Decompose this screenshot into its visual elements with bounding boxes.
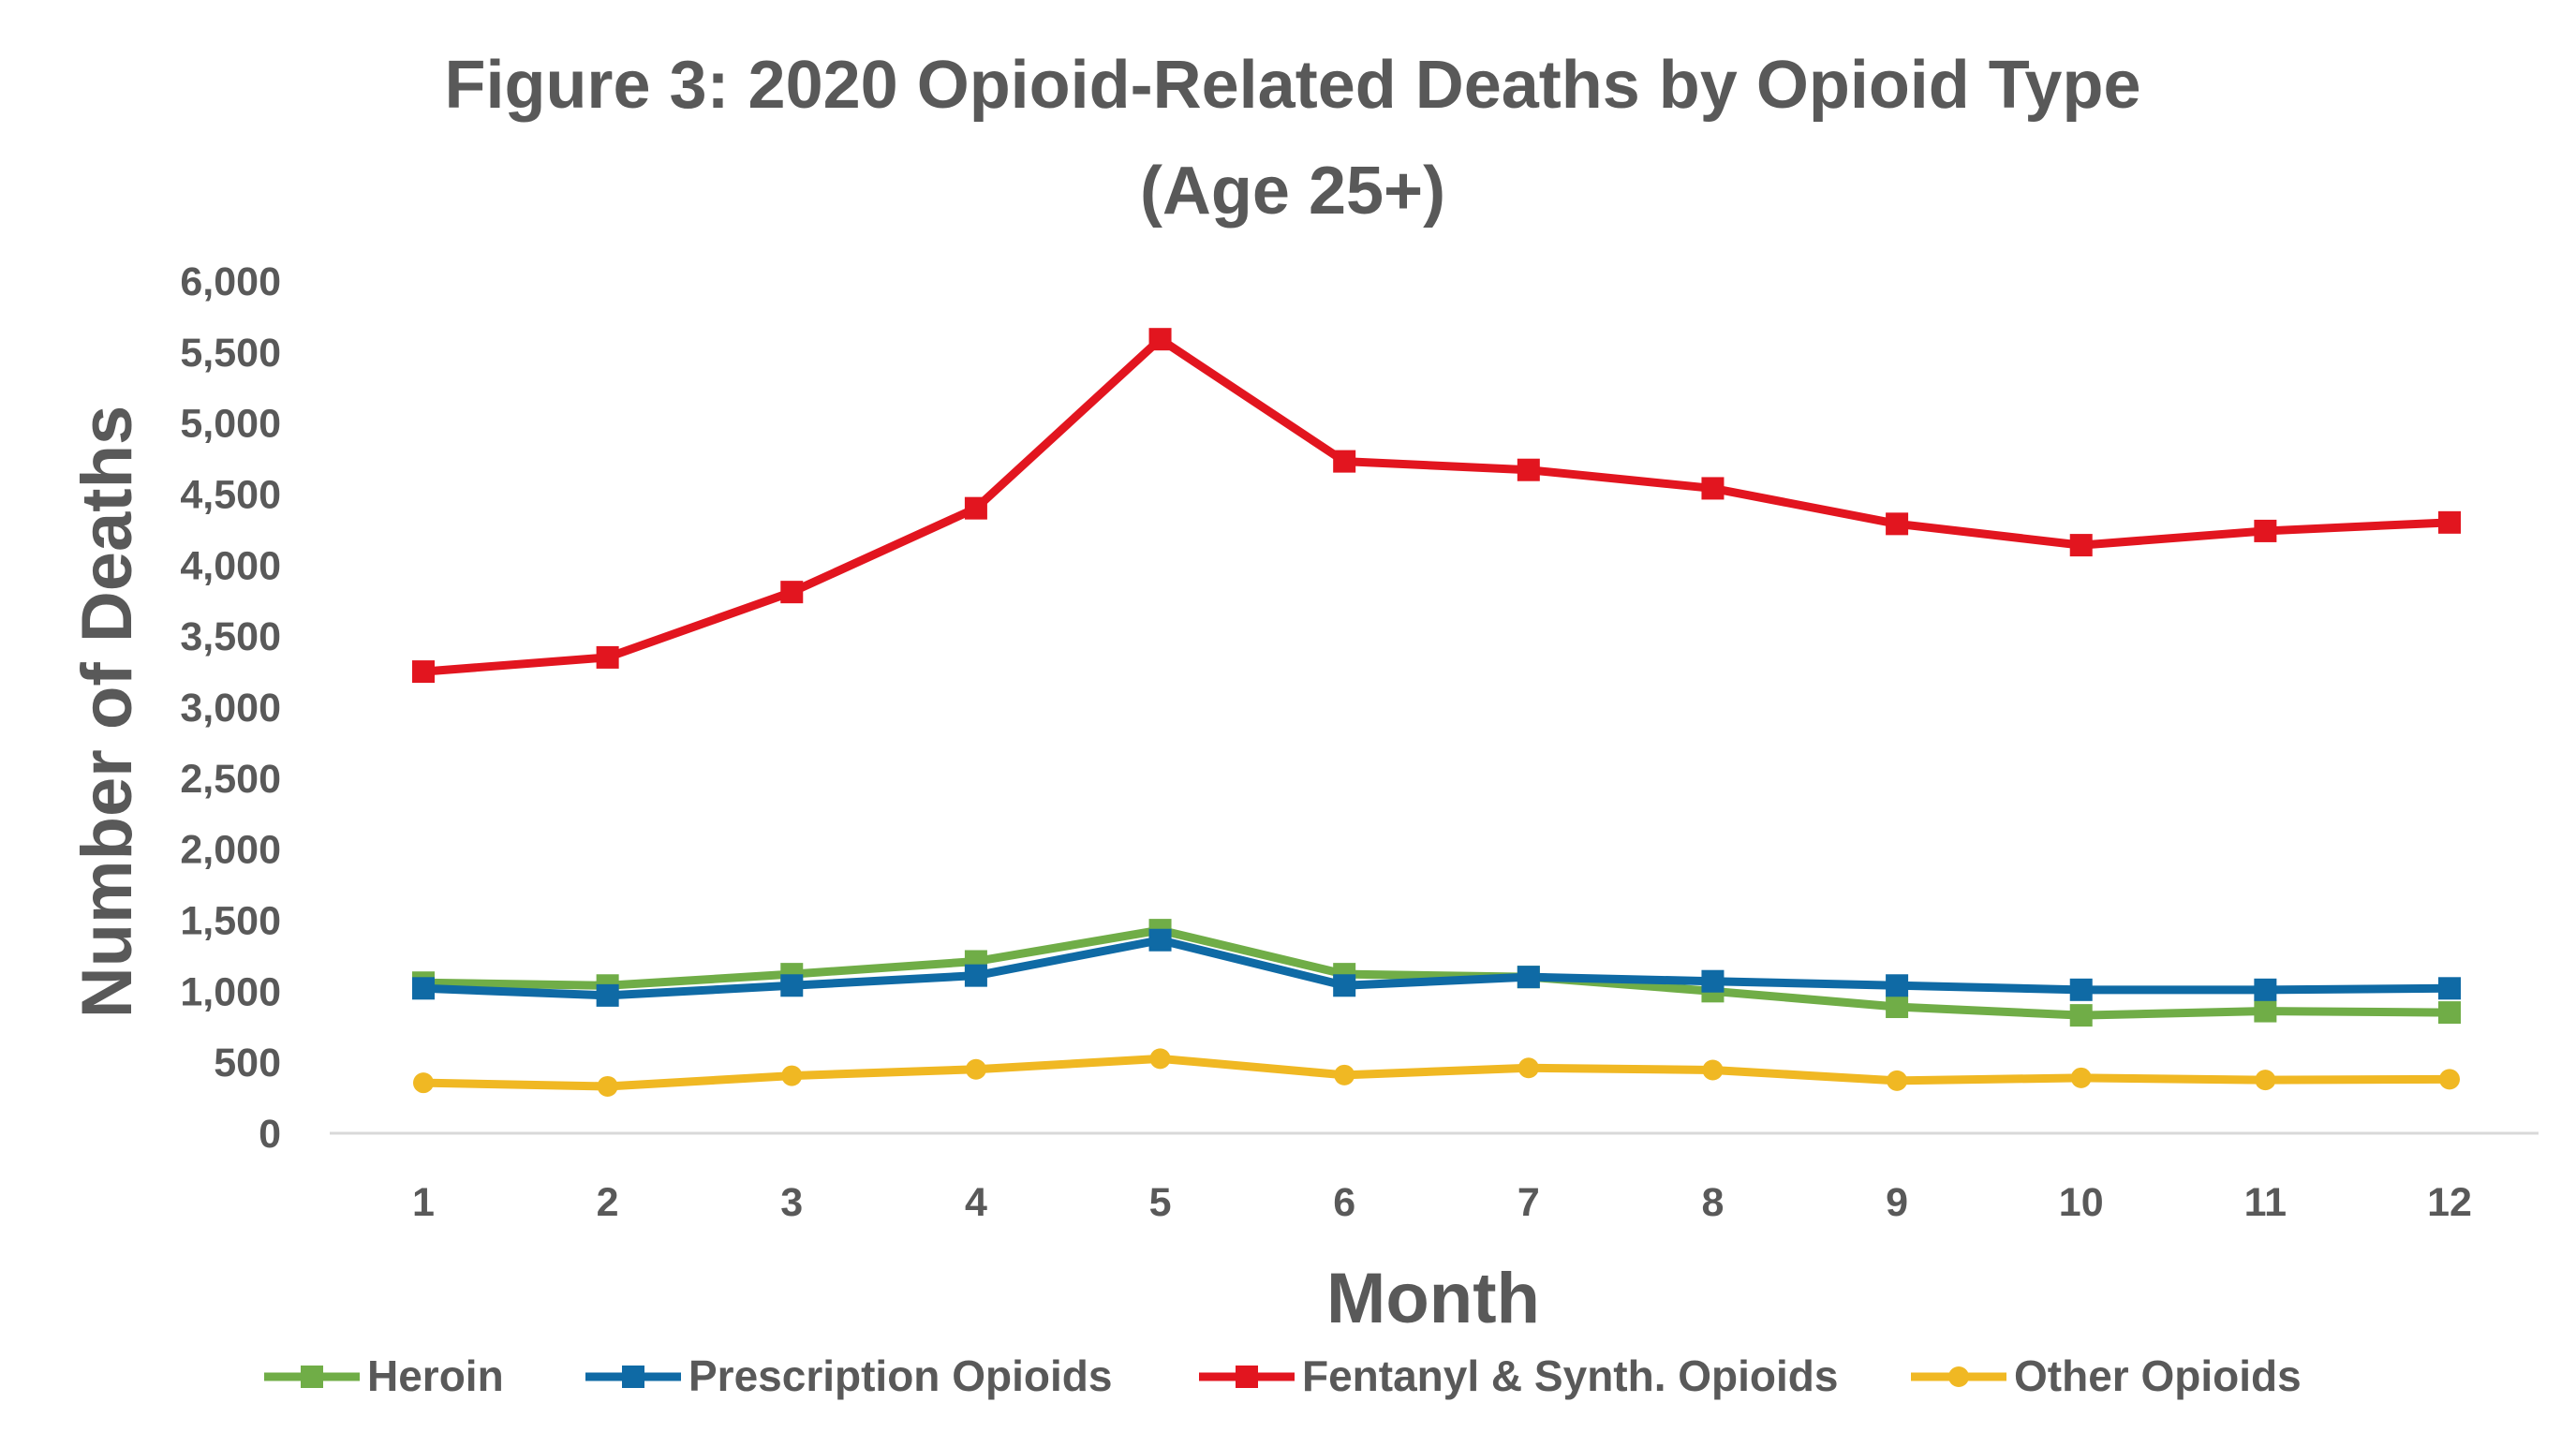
legend-item-fentanyl-synth-opioids: Fentanyl & Synth. Opioids xyxy=(1199,1351,1838,1400)
data-point xyxy=(2254,519,2277,542)
data-point xyxy=(964,964,987,987)
data-point xyxy=(2254,978,2277,1001)
data-point xyxy=(1148,928,1172,952)
legend: Heroin Prescription Opioids Fentanyl & Syn… xyxy=(264,1351,2302,1400)
y-tick-label: 1,500 xyxy=(180,899,281,944)
x-tick-labels-group: 1 2 3 4 5 6 7 8 9 10 11 12 xyxy=(412,1180,2472,1225)
data-point xyxy=(1333,450,1356,473)
data-point xyxy=(412,660,435,684)
y-axis-label: Number of Deaths xyxy=(67,406,147,1019)
data-point xyxy=(1517,458,1540,481)
data-point xyxy=(2438,1001,2461,1025)
legend-label: Prescription Opioids xyxy=(688,1351,1112,1400)
data-point xyxy=(1701,969,1725,993)
x-tick-label: 2 xyxy=(597,1180,619,1225)
data-point xyxy=(1148,328,1172,351)
x-axis-label: Month xyxy=(1326,1259,1540,1338)
data-point xyxy=(2069,978,2093,1001)
y-tick-label: 2,000 xyxy=(180,828,281,873)
data-point xyxy=(2439,1069,2460,1090)
x-tick-label: 4 xyxy=(965,1180,987,1225)
data-point xyxy=(1886,974,1909,997)
data-point xyxy=(1517,966,1540,989)
data-point xyxy=(1702,1059,1724,1081)
data-point xyxy=(1149,1048,1171,1070)
data-point xyxy=(2069,534,2093,557)
data-point xyxy=(1333,974,1356,997)
data-point xyxy=(964,496,987,520)
data-point xyxy=(780,581,804,604)
x-tick-label: 9 xyxy=(1886,1180,1908,1225)
legend-swatch-marker xyxy=(1948,1366,1969,1387)
series-line-fentanyl-synth-opioids xyxy=(419,334,2454,676)
data-point xyxy=(781,1065,803,1086)
data-point xyxy=(413,1072,434,1094)
legend-label: Heroin xyxy=(367,1351,504,1400)
x-tick-label: 3 xyxy=(780,1180,803,1225)
data-point xyxy=(2255,1070,2276,1091)
data-point xyxy=(1886,996,1909,1019)
y-tick-label: 1,000 xyxy=(180,969,281,1014)
data-point xyxy=(1886,512,1909,536)
x-tick-label: 10 xyxy=(2059,1180,2104,1225)
series-other-opioids xyxy=(413,1048,2460,1097)
series-heroin xyxy=(412,919,2461,1027)
series-line-heroin xyxy=(419,925,2454,1020)
x-tick-label: 5 xyxy=(1149,1180,1172,1225)
y-tick-label: 6,000 xyxy=(180,259,281,304)
x-tick-label: 1 xyxy=(412,1180,435,1225)
y-tick-label: 5,500 xyxy=(180,331,281,376)
legend-item-heroin: Heroin xyxy=(264,1351,504,1400)
y-tick-label: 4,500 xyxy=(180,473,281,518)
y-tick-label: 500 xyxy=(214,1041,281,1085)
series-line-prescription-opioids xyxy=(419,936,2454,1000)
legend-item-prescription-opioids: Prescription Opioids xyxy=(585,1351,1112,1400)
legend-label: Other Opioids xyxy=(2014,1351,2302,1400)
y-tick-label: 3,500 xyxy=(180,614,281,659)
x-tick-label: 8 xyxy=(1701,1180,1724,1225)
series-group xyxy=(412,328,2461,1097)
data-point xyxy=(1334,1064,1355,1085)
x-axis-label-group: Month xyxy=(1326,1259,1540,1338)
x-tick-label: 7 xyxy=(1517,1180,1540,1225)
data-point xyxy=(2438,977,2461,1000)
y-tick-label: 3,000 xyxy=(180,686,281,731)
x-tick-label: 11 xyxy=(2244,1180,2287,1225)
y-tick-label: 4,000 xyxy=(180,543,281,588)
series-prescription-opioids xyxy=(412,928,2461,1007)
data-point xyxy=(596,645,619,669)
x-tick-label: 12 xyxy=(2427,1180,2472,1225)
data-point xyxy=(597,1075,618,1097)
data-point xyxy=(780,974,804,997)
data-point xyxy=(596,983,619,1007)
chart-subtitle: (Age 25+) xyxy=(1140,154,1445,229)
chart-title-group: Figure 3: 2020 Opioid-Related Deaths by … xyxy=(444,48,2140,229)
data-point xyxy=(2070,1067,2092,1088)
series-fentanyl-synth-opioids xyxy=(412,328,2461,684)
y-tick-label: 0 xyxy=(259,1112,281,1157)
data-point xyxy=(965,1058,986,1080)
data-point xyxy=(2438,510,2461,534)
y-tick-label: 2,500 xyxy=(180,757,281,802)
legend-item-other-opioids: Other Opioids xyxy=(1911,1351,2302,1400)
data-point xyxy=(412,977,435,1000)
data-point xyxy=(1517,1057,1539,1079)
series-line-other-opioids xyxy=(419,1054,2454,1091)
chart-title: Figure 3: 2020 Opioid-Related Deaths by … xyxy=(444,48,2140,123)
legend-swatch-marker xyxy=(1236,1366,1258,1388)
y-tick-label: 5,000 xyxy=(180,402,281,447)
y-axis-label-group: Number of Deaths xyxy=(67,406,147,1019)
legend-swatch-marker xyxy=(622,1366,644,1388)
data-point xyxy=(2254,999,2277,1023)
legend-label: Fentanyl & Synth. Opioids xyxy=(1302,1351,1838,1400)
legend-swatch-marker xyxy=(301,1366,323,1388)
x-tick-label: 6 xyxy=(1333,1180,1355,1225)
y-tick-labels-group: 0 500 1,000 1,500 2,000 2,500 3,000 3,500 4,000 4… xyxy=(180,259,281,1157)
data-point xyxy=(1887,1070,1908,1091)
data-point xyxy=(1701,477,1725,500)
data-point xyxy=(2069,1004,2093,1027)
